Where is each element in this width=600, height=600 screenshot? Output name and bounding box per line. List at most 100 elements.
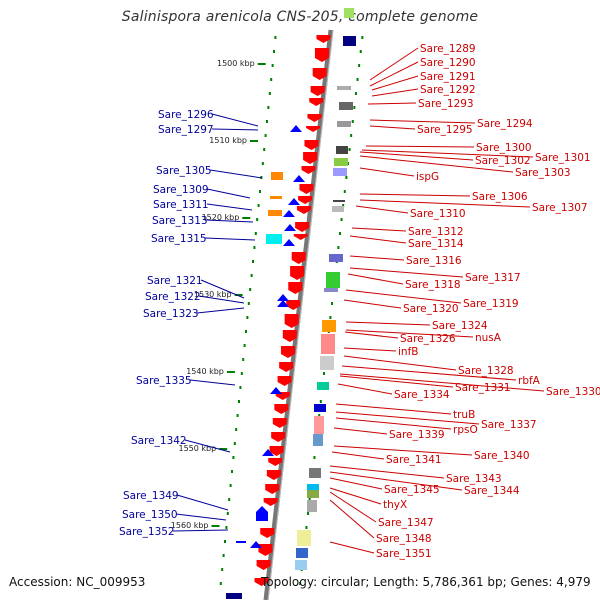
reverse-gene-arrow[interactable] [236, 541, 246, 543]
gene-label-right[interactable]: Sare_1328 [458, 365, 514, 377]
gene-label-right[interactable]: Sare_1351 [376, 548, 432, 560]
gene-feature-box[interactable] [226, 593, 242, 599]
gene-label-right[interactable]: Sare_1295 [417, 124, 473, 136]
gene-feature-box[interactable] [333, 200, 345, 202]
forward-gene-arrow[interactable] [265, 484, 280, 494]
forward-gene-arrow[interactable] [258, 544, 273, 556]
reverse-gene-arrow[interactable] [293, 175, 305, 182]
gene-feature-box[interactable] [268, 210, 282, 216]
forward-gene-arrow[interactable] [272, 418, 287, 428]
forward-gene-arrow[interactable] [277, 376, 292, 386]
gene-label-right[interactable]: Sare_1292 [420, 84, 476, 96]
gene-feature-box[interactable] [329, 254, 343, 262]
gene-feature-box[interactable] [307, 500, 317, 512]
gene-feature-box[interactable] [295, 560, 307, 570]
gene-feature-box[interactable] [337, 121, 351, 127]
gene-label-left[interactable]: Sare_1311 [153, 199, 209, 211]
gene-label-left[interactable]: Sare_1322 [145, 291, 201, 303]
gene-label-right[interactable]: Sare_1316 [406, 255, 462, 267]
gene-label-left[interactable]: Sare_1309 [153, 184, 209, 196]
gene-feature-box[interactable] [324, 288, 338, 292]
gene-feature-box[interactable] [334, 158, 348, 166]
gene-feature-box[interactable] [296, 548, 308, 558]
forward-gene-arrow[interactable] [309, 98, 324, 106]
forward-gene-arrow[interactable] [304, 140, 319, 150]
gene-label-right[interactable]: Sare_1345 [384, 484, 440, 496]
reverse-gene-arrow[interactable] [270, 387, 282, 394]
gene-label-right[interactable]: Sare_1307 [532, 202, 588, 214]
gene-label-left[interactable]: Sare_1342 [131, 435, 187, 447]
gene-label-right[interactable]: Sare_1326 [400, 333, 456, 345]
gene-feature-box[interactable] [307, 490, 319, 498]
gene-label-right[interactable]: truB [453, 409, 475, 421]
forward-gene-arrow[interactable] [260, 528, 275, 538]
gene-label-right[interactable]: Sare_1302 [475, 155, 531, 167]
gene-label-right[interactable]: Sare_1318 [405, 279, 461, 291]
gene-label-right[interactable]: infB [398, 346, 418, 358]
forward-gene-arrow[interactable] [280, 346, 295, 358]
gene-label-right[interactable]: Sare_1314 [408, 238, 464, 250]
gene-label-left[interactable]: Sare_1352 [119, 526, 175, 538]
gene-label-right[interactable]: ispG [416, 171, 439, 183]
gene-feature-box[interactable] [343, 36, 356, 46]
gene-label-left[interactable]: Sare_1313 [152, 215, 208, 227]
gene-feature-box[interactable] [266, 234, 282, 244]
reverse-gene-arrow[interactable] [284, 224, 296, 231]
forward-gene-arrow[interactable] [298, 196, 313, 204]
forward-gene-arrow[interactable] [288, 282, 303, 294]
gene-label-right[interactable]: rpsO [453, 424, 478, 436]
reverse-gene-arrow[interactable] [290, 125, 302, 132]
gene-feature-box[interactable] [309, 468, 321, 478]
gene-label-right[interactable]: Sare_1334 [394, 389, 450, 401]
forward-gene-arrow[interactable] [299, 184, 314, 194]
gene-feature-box[interactable] [326, 272, 340, 288]
gene-feature-box[interactable] [321, 334, 335, 354]
gene-label-right[interactable]: Sare_1330 [546, 386, 600, 398]
gene-label-right[interactable]: Sare_1289 [420, 43, 476, 55]
forward-gene-arrow[interactable] [303, 152, 318, 164]
gene-label-right[interactable]: Sare_1291 [420, 71, 476, 83]
forward-gene-arrow[interactable] [256, 560, 271, 570]
gene-label-right[interactable]: Sare_1339 [389, 429, 445, 441]
gene-feature-box[interactable] [322, 320, 336, 332]
forward-gene-arrow[interactable] [316, 35, 331, 43]
forward-gene-arrow[interactable] [293, 234, 308, 240]
forward-gene-arrow[interactable] [268, 458, 283, 466]
forward-gene-arrow[interactable] [271, 432, 286, 442]
gene-label-left[interactable]: Sare_1335 [136, 375, 192, 387]
reverse-gene-arrow[interactable] [262, 449, 274, 456]
gene-feature-box[interactable] [271, 172, 283, 180]
gene-feature-box[interactable] [317, 382, 329, 390]
gene-label-left[interactable]: Sare_1297 [158, 124, 214, 136]
forward-gene-arrow[interactable] [254, 578, 269, 586]
gene-feature-box[interactable] [344, 8, 354, 18]
gene-feature-box[interactable] [270, 196, 282, 199]
gene-label-left[interactable]: Sare_1321 [147, 275, 203, 287]
reverse-gene-arrow[interactable] [256, 506, 268, 521]
gene-feature-box[interactable] [313, 434, 323, 446]
forward-gene-arrow[interactable] [296, 206, 311, 214]
gene-label-right[interactable]: Sare_1319 [463, 298, 519, 310]
gene-label-right[interactable]: Sare_1306 [472, 191, 528, 203]
gene-label-right[interactable]: Sare_1293 [418, 98, 474, 110]
gene-label-right[interactable]: Sare_1312 [408, 226, 464, 238]
gene-label-left[interactable]: Sare_1349 [123, 490, 179, 502]
forward-gene-arrow[interactable] [274, 404, 289, 414]
forward-gene-arrow[interactable] [310, 86, 325, 96]
gene-label-left[interactable]: Sare_1305 [156, 165, 212, 177]
forward-gene-arrow[interactable] [282, 330, 297, 342]
gene-label-right[interactable]: rbfA [518, 375, 541, 387]
gene-feature-box[interactable] [337, 86, 351, 90]
gene-feature-box[interactable] [297, 530, 311, 546]
gene-label-right[interactable]: Sare_1320 [403, 303, 459, 315]
gene-label-right[interactable]: Sare_1290 [420, 57, 476, 69]
gene-feature-box[interactable] [332, 206, 344, 212]
forward-gene-arrow[interactable] [290, 266, 305, 280]
gene-feature-box[interactable] [314, 416, 324, 434]
gene-feature-box[interactable] [307, 484, 319, 490]
gene-label-right[interactable]: Sare_1294 [477, 118, 533, 130]
gene-feature-box[interactable] [320, 356, 334, 370]
gene-label-right[interactable]: Sare_1343 [446, 473, 502, 485]
gene-label-right[interactable]: Sare_1303 [515, 167, 571, 179]
